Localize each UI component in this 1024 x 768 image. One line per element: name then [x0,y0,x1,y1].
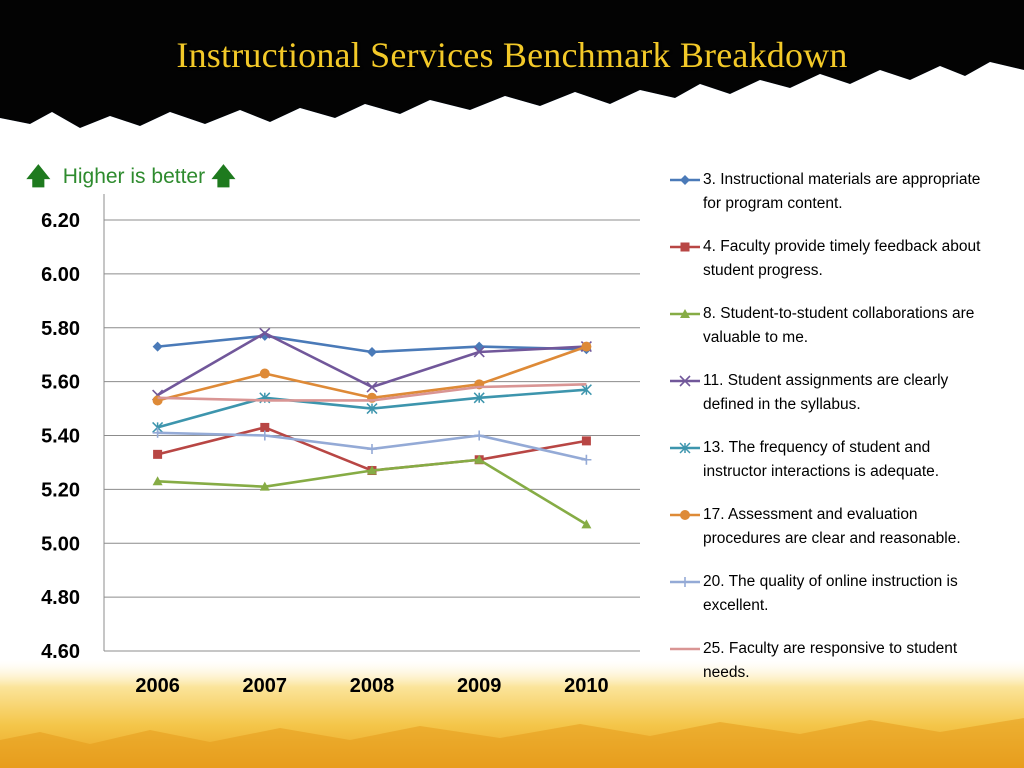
y-tick-label: 6.20 [41,210,80,232]
y-tick-label: 5.20 [41,479,80,501]
series-1 [152,330,592,357]
data-point [474,454,485,464]
x-tick-label: 2008 [350,675,395,697]
legend-item: 4. Faculty provide timely feedback about… [668,235,998,283]
data-point [581,519,592,529]
legend-item: 3. Instructional materials are appropria… [668,168,998,216]
y-tick-label: 5.60 [41,372,80,394]
data-point [259,430,270,441]
x-tick-label: 2009 [457,675,502,697]
legend-swatch [670,309,700,318]
y-tick-label: 6.00 [41,264,80,286]
legend-swatch [670,577,700,587]
y-tick-label: 5.80 [41,318,80,340]
legend-label: 25. Faculty are responsive to student ne… [703,640,958,681]
legend-swatch [670,647,700,651]
series-5 [152,384,592,433]
slide-title: Instructional Services Benchmark Breakdo… [176,35,848,75]
data-point [259,368,270,379]
legend-label: 17. Assessment and evaluation procedures… [703,506,961,547]
legend-label: 13. The frequency of student and instruc… [703,439,940,480]
data-point [473,392,485,404]
legend-item: 13. The frequency of student and instruc… [668,436,998,484]
data-point [680,242,690,252]
data-point [367,346,377,357]
series-8 [157,383,587,402]
up-arrow-icon: 🡅 [26,163,51,190]
y-tick-label: 4.80 [41,587,80,609]
data-point [259,327,271,339]
legend-label: 11. Student assignments are clearly defi… [703,372,949,413]
data-point [260,422,270,432]
legend-label: 3. Instructional materials are appropria… [703,171,981,212]
legend-swatch [670,510,700,520]
data-point [153,449,163,459]
data-point [366,403,378,415]
series-7 [152,427,592,465]
data-point [581,436,591,446]
up-arrow-icon: 🡅 [211,163,236,190]
x-tick-label: 2007 [243,675,288,697]
data-point [679,442,691,454]
data-point [581,341,592,352]
x-tick-label: 2010 [564,675,609,697]
legend-label: 8. Student-to-student collaborations are… [703,305,975,346]
legend-item: 20. The quality of online instruction is… [668,570,998,618]
data-point [366,381,378,393]
legend-item: 11. Student assignments are clearly defi… [668,369,998,417]
data-point [680,510,690,520]
higher-is-better-note: 🡅 Higher is better 🡅 [26,162,236,192]
y-tick-label: 5.40 [41,426,80,448]
legend-swatch [670,242,700,252]
data-point [474,341,485,352]
legend-item: 25. Faculty are responsive to student ne… [668,637,998,685]
series-line [157,383,587,402]
x-tick-label: 2006 [135,675,180,697]
data-point [580,384,592,396]
data-point [367,465,377,475]
data-point [152,341,163,352]
data-point [152,427,163,438]
hint-label: Higher is better [62,165,206,188]
legend-item: 8. Student-to-student collaborations are… [668,302,998,350]
data-point [680,175,690,185]
data-point [473,346,485,358]
series-4 [152,327,592,401]
legend-label: 4. Faculty provide timely feedback about… [703,238,981,279]
data-point [679,375,691,387]
legend-item: 17. Assessment and evaluation procedures… [668,503,998,551]
y-tick-label: 5.00 [41,533,80,555]
data-point [259,481,270,491]
series-3 [152,454,592,529]
data-point [367,443,377,454]
data-point [152,476,163,486]
legend-swatch [670,375,700,387]
data-point [680,309,690,318]
y-tick-label: 4.60 [41,641,80,663]
data-point [581,454,592,465]
data-point [474,430,485,441]
legend-swatch [670,442,700,454]
data-point [680,577,690,587]
legend-label: 20. The quality of online instruction is… [703,573,958,614]
legend-swatch [670,175,700,185]
